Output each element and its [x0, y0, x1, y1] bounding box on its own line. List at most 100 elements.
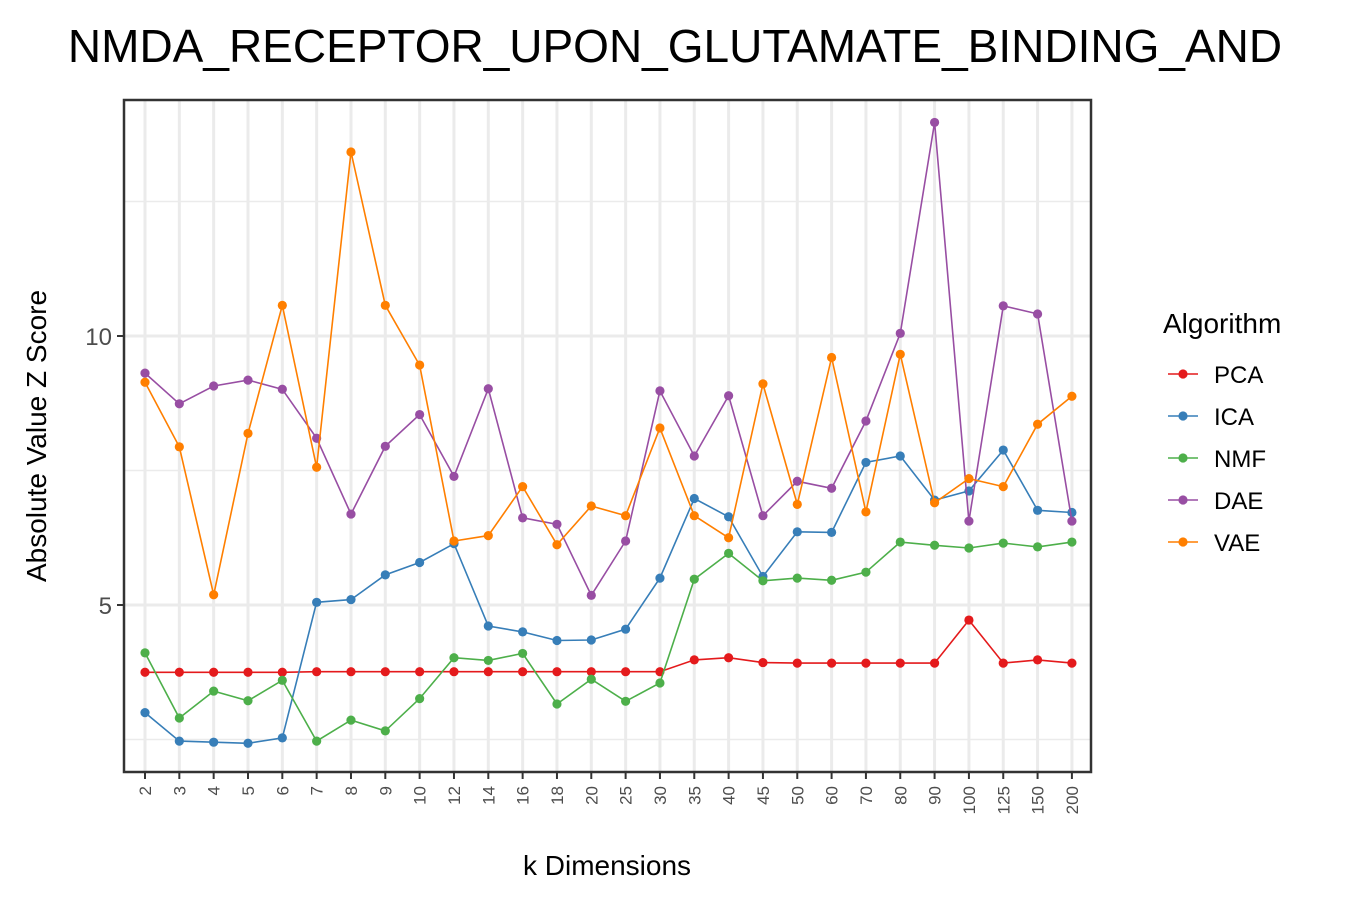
data-point-pca — [1067, 658, 1077, 668]
data-point-dae — [346, 509, 356, 519]
x-tick-label: 40 — [720, 786, 739, 805]
data-point-vae — [243, 428, 253, 438]
data-point-vae — [689, 511, 699, 521]
x-tick-label: 100 — [960, 786, 979, 814]
x-tick-label: 125 — [994, 786, 1013, 814]
data-point-ica — [174, 736, 184, 746]
legend-item-dae: DAE — [1168, 488, 1263, 515]
data-point-vae — [483, 530, 493, 541]
data-point-vae — [724, 533, 734, 543]
data-point-vae — [655, 423, 665, 433]
x-tick-label: 70 — [857, 786, 876, 805]
data-point-dae — [929, 117, 940, 128]
data-point-nmf — [312, 736, 322, 746]
data-point-vae — [518, 482, 528, 492]
data-point-ica — [483, 621, 493, 631]
legend-label: ICA — [1214, 404, 1254, 431]
x-tick-label: 7 — [308, 786, 327, 795]
x-tick-label: 150 — [1029, 786, 1048, 814]
legend-title: Algorithm — [1163, 308, 1281, 339]
data-point-pca — [621, 667, 631, 677]
legend-key-point — [1178, 537, 1188, 547]
data-point-nmf — [1032, 542, 1043, 552]
data-point-vae — [929, 498, 940, 508]
data-point-nmf — [518, 648, 528, 659]
data-point-pca — [929, 658, 940, 668]
data-point-pca — [964, 615, 974, 625]
y-tick-label: 10 — [85, 324, 112, 351]
x-tick-label: 6 — [273, 786, 292, 795]
legend-key-point — [1178, 369, 1188, 379]
x-axis-title: k Dimensions — [523, 850, 691, 881]
data-point-nmf — [346, 715, 356, 725]
data-point-vae — [964, 473, 974, 484]
data-point-ica — [861, 457, 871, 468]
x-tick-label: 16 — [514, 786, 533, 805]
data-point-dae — [586, 590, 596, 600]
data-point-ica — [277, 733, 287, 743]
x-tick-label: 4 — [205, 786, 224, 795]
data-point-dae — [449, 471, 459, 482]
data-point-dae — [552, 519, 562, 529]
data-point-nmf — [483, 655, 493, 666]
data-point-dae — [861, 416, 871, 426]
data-point-vae — [140, 377, 150, 387]
data-point-vae — [552, 540, 562, 550]
data-point-nmf — [655, 678, 665, 688]
data-point-pca — [277, 667, 287, 677]
data-point-pca — [998, 658, 1008, 668]
data-point-pca — [346, 667, 356, 677]
legend-item-nmf: NMF — [1168, 446, 1266, 473]
data-point-nmf — [827, 575, 837, 585]
x-tick-label: 25 — [617, 786, 636, 805]
data-point-dae — [380, 441, 390, 451]
data-point-vae — [586, 501, 596, 511]
data-point-dae — [1032, 309, 1043, 319]
data-point-vae — [277, 300, 287, 310]
data-point-nmf — [1067, 537, 1077, 547]
data-point-dae — [209, 381, 219, 391]
x-tick-label: 35 — [685, 786, 704, 805]
data-point-vae — [895, 349, 905, 359]
data-point-nmf — [758, 576, 768, 586]
data-point-dae — [792, 476, 802, 486]
x-tick-label: 20 — [582, 786, 601, 805]
data-point-nmf — [449, 653, 459, 663]
data-point-nmf — [277, 675, 287, 685]
series-line-ica — [144, 448, 1072, 745]
legend: Algorithm PCA ICA NMF DAE VAE — [1163, 308, 1281, 557]
legend-key-point — [1178, 411, 1188, 421]
data-point-dae — [518, 513, 528, 523]
data-point-vae — [415, 360, 425, 370]
data-point-dae — [621, 536, 631, 546]
panel-border — [122, 98, 1093, 774]
y-axis-title: Absolute Value Z Score — [21, 290, 52, 582]
data-point-nmf — [689, 574, 699, 584]
data-point-nmf — [929, 540, 940, 550]
series-line-nmf — [144, 541, 1073, 743]
data-point-ica — [1032, 505, 1043, 515]
data-point-nmf — [552, 699, 562, 709]
data-point-nmf — [209, 686, 219, 696]
data-point-ica — [209, 737, 219, 747]
x-tick-label: 200 — [1063, 786, 1082, 814]
data-point-pca — [827, 658, 837, 668]
x-tick-label: 8 — [342, 786, 361, 795]
data-point-vae — [861, 507, 871, 517]
data-point-dae — [998, 301, 1008, 311]
data-point-nmf — [621, 696, 631, 706]
data-point-pca — [792, 658, 802, 668]
data-point-pca — [174, 667, 184, 677]
data-point-vae — [1067, 391, 1077, 401]
data-point-pca — [552, 667, 562, 677]
x-tick-label: 50 — [788, 786, 807, 805]
data-point-dae — [964, 516, 974, 526]
data-point-ica — [586, 635, 596, 645]
data-point-vae — [758, 379, 768, 389]
data-point-ica — [895, 451, 905, 461]
data-point-vae — [998, 482, 1008, 492]
x-tick-label: 80 — [891, 786, 910, 805]
data-point-dae — [724, 391, 734, 401]
data-point-nmf — [415, 694, 425, 704]
x-tick-label: 60 — [823, 786, 842, 805]
